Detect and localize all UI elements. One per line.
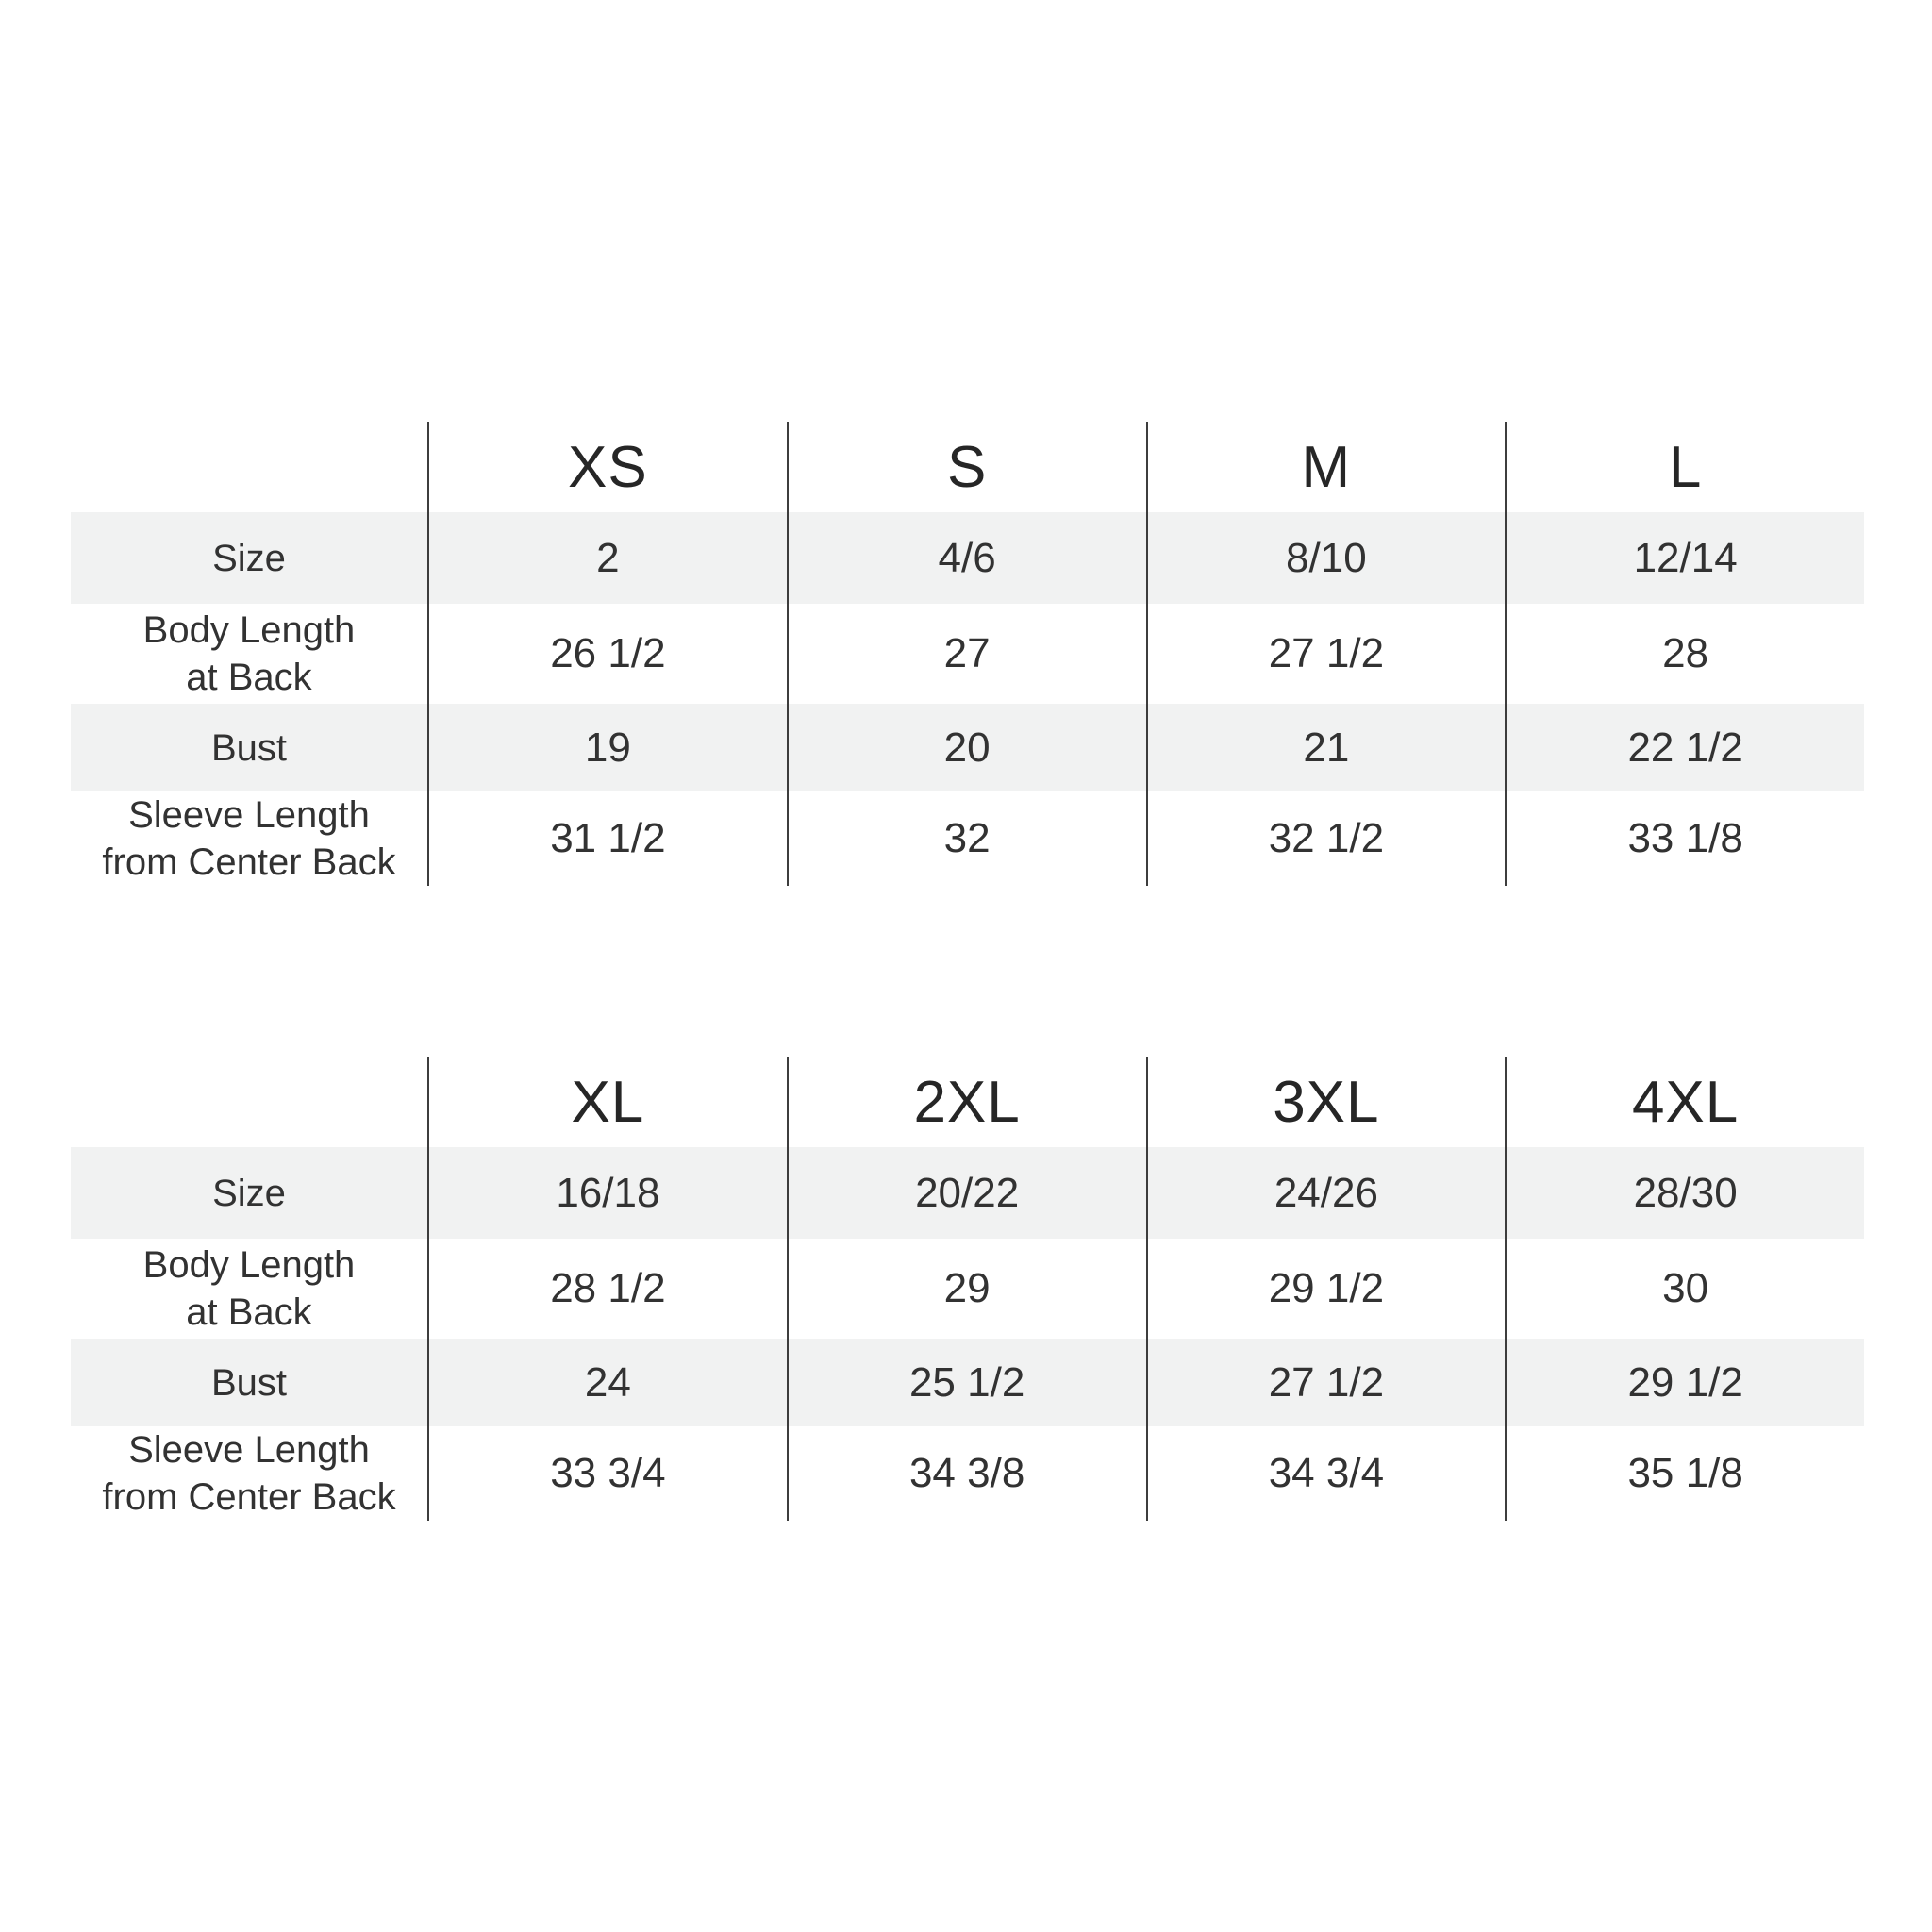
table-row-size: Size 16/18 20/22 24/26 28/30 — [71, 1147, 1864, 1239]
cell-value: 24 — [427, 1339, 787, 1426]
cell-value: 28 1/2 — [427, 1239, 787, 1339]
cell-value: 26 1/2 — [427, 604, 787, 704]
table-row-sleeve-length: Sleeve Length from Center Back 31 1/2 32… — [71, 791, 1864, 886]
table-header-row: XS S M L — [71, 422, 1864, 512]
cell-value: 30 — [1505, 1239, 1864, 1339]
cell-value: 29 1/2 — [1145, 1239, 1506, 1339]
cell-value: 21 — [1145, 704, 1506, 791]
size-table-xs-l: XS S M L Size 2 4/6 8/10 12/14 Body Leng… — [71, 422, 1864, 886]
cell-value: 27 — [786, 604, 1146, 704]
cell-value: 34 3/8 — [786, 1426, 1146, 1521]
column-header-xl: XL — [427, 1057, 787, 1147]
row-label: Body Length at Back — [142, 609, 356, 698]
cell-value: 27 1/2 — [1145, 1339, 1506, 1426]
cell-value: 4/6 — [786, 512, 1146, 604]
column-header-2xl: 2XL — [786, 1057, 1146, 1147]
cell-value: 29 1/2 — [1505, 1339, 1864, 1426]
column-header-s: S — [786, 422, 1146, 512]
cell-value: 31 1/2 — [427, 791, 787, 886]
column-header-3xl: 3XL — [1145, 1057, 1506, 1147]
row-label: Sleeve Length from Center Back — [102, 1429, 396, 1518]
cell-value: 12/14 — [1505, 512, 1864, 604]
column-header-4xl: 4XL — [1505, 1057, 1864, 1147]
row-label: Bust — [210, 726, 288, 769]
row-label: Body Length at Back — [142, 1244, 356, 1333]
cell-value: 33 3/4 — [427, 1426, 787, 1521]
cell-value: 27 1/2 — [1145, 604, 1506, 704]
cell-value: 33 1/8 — [1505, 791, 1864, 886]
cell-value: 20/22 — [786, 1147, 1146, 1239]
table-row-body-length: Body Length at Back 26 1/2 27 27 1/2 28 — [71, 604, 1864, 704]
cell-value: 22 1/2 — [1505, 704, 1864, 791]
table-row-size: Size 2 4/6 8/10 12/14 — [71, 512, 1864, 604]
cell-value: 34 3/4 — [1145, 1426, 1506, 1521]
cell-value: 19 — [427, 704, 787, 791]
row-label: Size — [212, 1172, 286, 1214]
header-spacer — [71, 422, 427, 512]
header-spacer — [71, 1057, 427, 1147]
cell-value: 32 1/2 — [1145, 791, 1506, 886]
row-label: Bust — [210, 1361, 288, 1404]
cell-value: 16/18 — [427, 1147, 787, 1239]
table-row-sleeve-length: Sleeve Length from Center Back 33 3/4 34… — [71, 1426, 1864, 1521]
table-header-row: XL 2XL 3XL 4XL — [71, 1057, 1864, 1147]
cell-value: 35 1/8 — [1505, 1426, 1864, 1521]
cell-value: 28/30 — [1505, 1147, 1864, 1239]
cell-value: 8/10 — [1145, 512, 1506, 604]
cell-value: 2 — [427, 512, 787, 604]
cell-value: 29 — [786, 1239, 1146, 1339]
cell-value: 25 1/2 — [786, 1339, 1146, 1426]
column-header-xs: XS — [427, 422, 787, 512]
column-header-l: L — [1505, 422, 1864, 512]
cell-value: 24/26 — [1145, 1147, 1506, 1239]
cell-value: 32 — [786, 791, 1146, 886]
table-row-bust: Bust 19 20 21 22 1/2 — [71, 704, 1864, 791]
row-label: Sleeve Length from Center Back — [102, 794, 396, 883]
row-label: Size — [212, 537, 286, 579]
table-row-body-length: Body Length at Back 28 1/2 29 29 1/2 30 — [71, 1239, 1864, 1339]
cell-value: 20 — [786, 704, 1146, 791]
table-row-bust: Bust 24 25 1/2 27 1/2 29 1/2 — [71, 1339, 1864, 1426]
column-header-m: M — [1145, 422, 1506, 512]
size-table-xl-4xl: XL 2XL 3XL 4XL Size 16/18 20/22 24/26 28… — [71, 1057, 1864, 1521]
cell-value: 28 — [1505, 604, 1864, 704]
